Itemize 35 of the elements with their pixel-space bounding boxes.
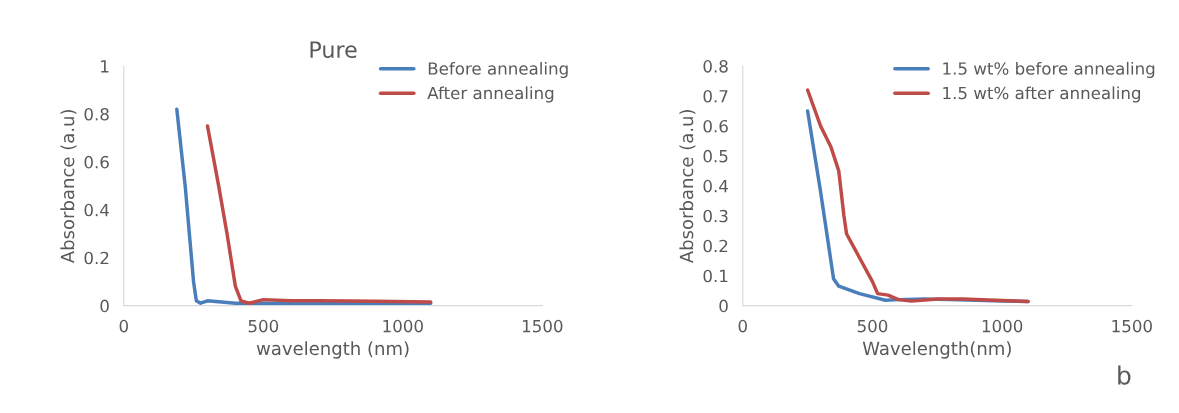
x-tick-label: 0 (738, 319, 747, 333)
x-axis-title: Wavelength(nm) (862, 341, 1011, 359)
y-tick-label: 0.3 (703, 209, 728, 223)
line-series (205, 124, 433, 305)
y-tick-label: 0.2 (84, 251, 109, 265)
y-tick-label: 0.5 (703, 149, 728, 163)
y-tick-label: 0.4 (703, 179, 728, 193)
y-tick-label: 0.6 (703, 119, 728, 133)
y-tick-label: 0.8 (703, 60, 728, 73)
y-tick-label: 0.7 (703, 89, 728, 103)
x-tick-label: 0 (119, 319, 128, 333)
legend-label: 1.5 wt% before annealing (943, 61, 1155, 79)
legend-label: After annealing (427, 86, 554, 103)
y-tick-label: 1 (101, 60, 109, 73)
y-tick-label: 0.6 (84, 155, 109, 169)
x-tick-label: 1500 (522, 319, 563, 333)
line-series (175, 107, 433, 305)
y-axis-title: Absorbance (a.u) (60, 110, 77, 264)
legend-label: Before annealing (428, 61, 568, 79)
y-tick-label: 0.4 (84, 203, 109, 217)
y-tick-label: 0 (100, 299, 109, 313)
y-tick-label: 0.8 (84, 107, 109, 121)
x-tick-label: 500 (248, 319, 279, 333)
y-axis-title: Absorbance (a.u) (679, 110, 696, 264)
x-axis-title: wavelength (nm) (256, 341, 409, 359)
y-tick-label: 0.1 (703, 269, 728, 283)
x-tick-label: 1500 (1112, 319, 1152, 333)
x-tick-label: 1000 (383, 319, 423, 333)
text: b (1118, 365, 1131, 385)
y-tick-label: 0 (719, 299, 728, 313)
legend-label: 1.5 wt% after annealing (943, 86, 1141, 103)
x-tick-label: 1000 (982, 319, 1023, 333)
x-tick-label: 500 (857, 319, 888, 333)
y-tick-label: 0.2 (703, 239, 728, 253)
chart-title: Pure (310, 41, 357, 59)
